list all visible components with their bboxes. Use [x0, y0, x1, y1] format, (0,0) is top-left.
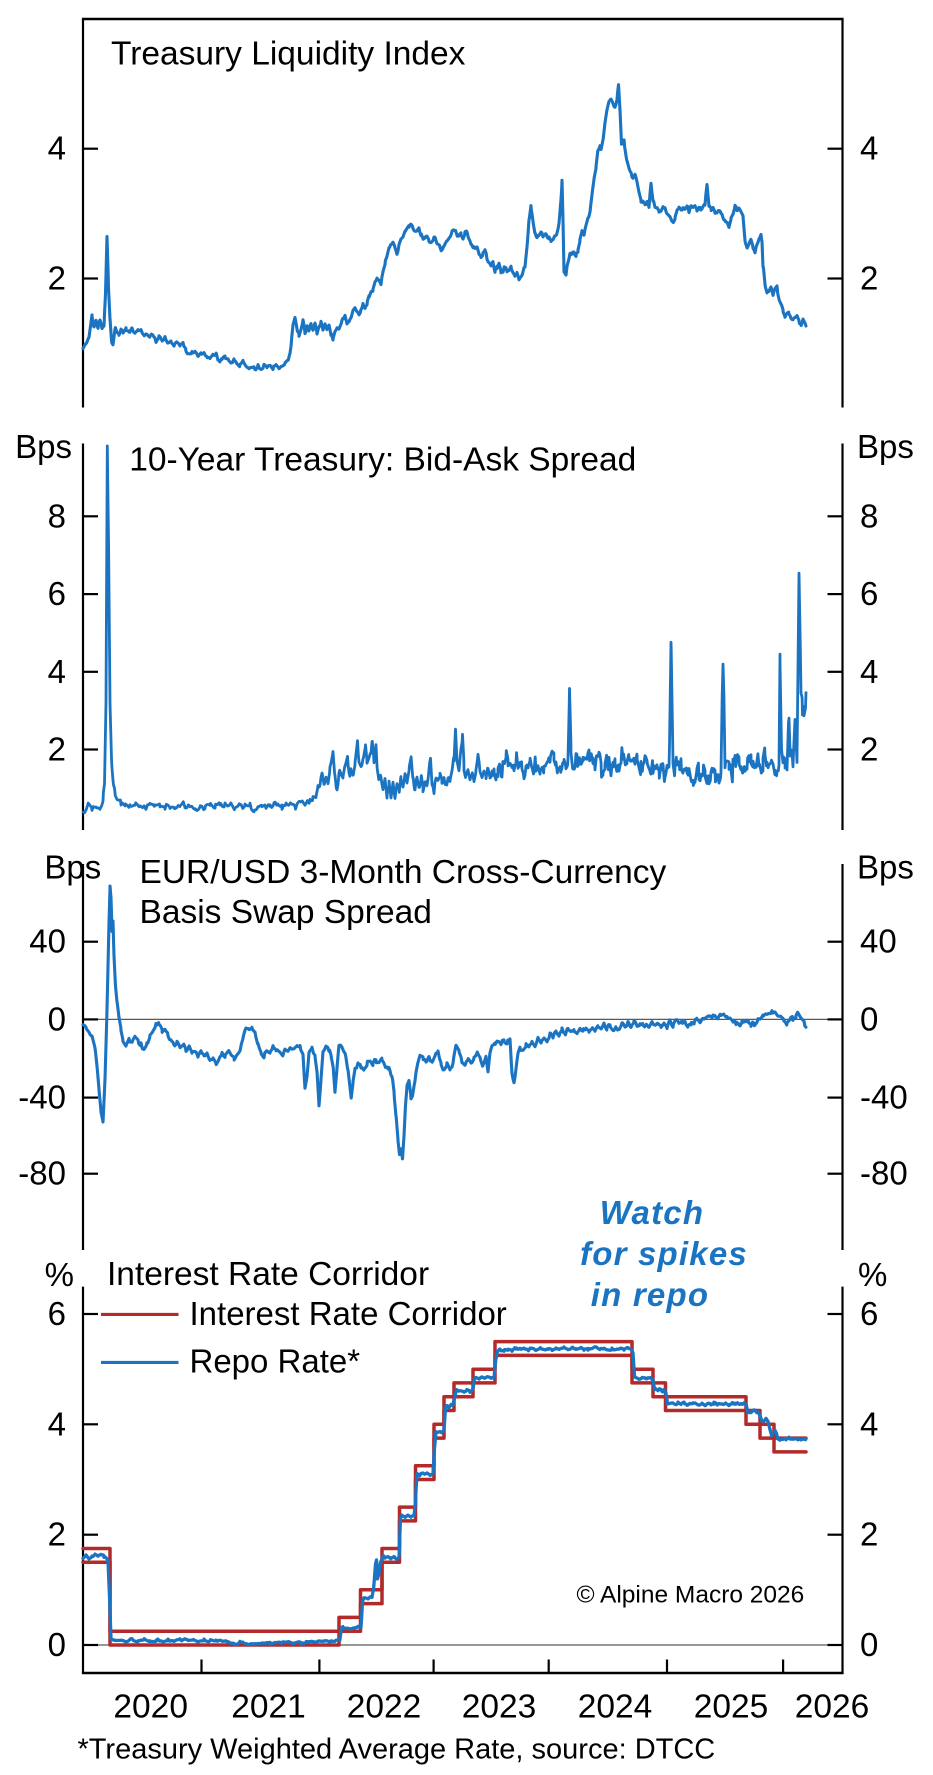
- svg-text:6: 6: [860, 575, 878, 612]
- svg-text:2: 2: [48, 731, 66, 768]
- svg-text:2: 2: [860, 731, 878, 768]
- svg-text:Repo Rate*: Repo Rate*: [190, 1342, 361, 1379]
- svg-text:4: 4: [48, 1405, 66, 1442]
- svg-text:0: 0: [860, 1626, 878, 1663]
- svg-text:40: 40: [860, 923, 897, 960]
- svg-text:Basis Swap Spread: Basis Swap Spread: [140, 894, 432, 931]
- svg-text:4: 4: [48, 130, 66, 167]
- svg-text:-40: -40: [860, 1079, 908, 1116]
- svg-text:2022: 2022: [347, 1688, 422, 1725]
- svg-text:2: 2: [48, 1516, 66, 1553]
- svg-text:40: 40: [29, 923, 66, 960]
- svg-text:Treasury Liquidity Index: Treasury Liquidity Index: [111, 36, 466, 73]
- svg-text:8: 8: [860, 497, 878, 534]
- svg-text:2024: 2024: [578, 1688, 653, 1725]
- svg-text:4: 4: [48, 653, 66, 690]
- svg-text:6: 6: [48, 1295, 66, 1332]
- svg-text:%: %: [858, 1256, 887, 1293]
- svg-text:0: 0: [48, 1626, 66, 1663]
- svg-text:4: 4: [860, 1405, 878, 1442]
- svg-text:2: 2: [860, 260, 878, 297]
- svg-text:Bps: Bps: [857, 428, 914, 465]
- svg-text:2: 2: [48, 260, 66, 297]
- svg-text:10-Year Treasury: Bid-Ask Spre: 10-Year Treasury: Bid-Ask Spread: [129, 441, 636, 478]
- svg-text:8: 8: [48, 497, 66, 534]
- svg-text:Interest Rate Corridor: Interest Rate Corridor: [190, 1295, 507, 1332]
- svg-text:0: 0: [48, 1000, 66, 1037]
- svg-text:%: %: [45, 1256, 74, 1293]
- svg-text:-80: -80: [860, 1155, 908, 1192]
- svg-text:6: 6: [48, 575, 66, 612]
- svg-text:-80: -80: [18, 1155, 66, 1192]
- svg-text:© Alpine Macro 2026: © Alpine Macro 2026: [577, 1582, 805, 1609]
- svg-text:4: 4: [860, 130, 878, 167]
- svg-text:-40: -40: [18, 1079, 66, 1116]
- svg-text:2021: 2021: [231, 1688, 306, 1725]
- svg-text:2020: 2020: [113, 1688, 188, 1725]
- svg-text:2026: 2026: [795, 1688, 870, 1725]
- svg-text:for spikes: for spikes: [580, 1235, 748, 1272]
- svg-text:*Treasury Weighted Average Rat: *Treasury Weighted Average Rate, source:…: [78, 1734, 716, 1766]
- svg-text:Watch: Watch: [600, 1194, 704, 1231]
- svg-text:4: 4: [860, 653, 878, 690]
- svg-text:Bps: Bps: [44, 848, 101, 885]
- svg-text:6: 6: [860, 1295, 878, 1332]
- svg-text:0: 0: [860, 1000, 878, 1037]
- svg-text:2023: 2023: [462, 1688, 537, 1725]
- svg-text:Interest Rate Corridor: Interest Rate Corridor: [107, 1256, 429, 1293]
- svg-text:in repo: in repo: [591, 1276, 709, 1313]
- svg-text:2025: 2025: [694, 1688, 769, 1725]
- svg-text:2: 2: [860, 1516, 878, 1553]
- svg-text:EUR/USD 3-Month Cross-Currency: EUR/USD 3-Month Cross-Currency: [140, 854, 667, 891]
- svg-text:Bps: Bps: [15, 428, 72, 465]
- svg-text:Bps: Bps: [857, 848, 914, 885]
